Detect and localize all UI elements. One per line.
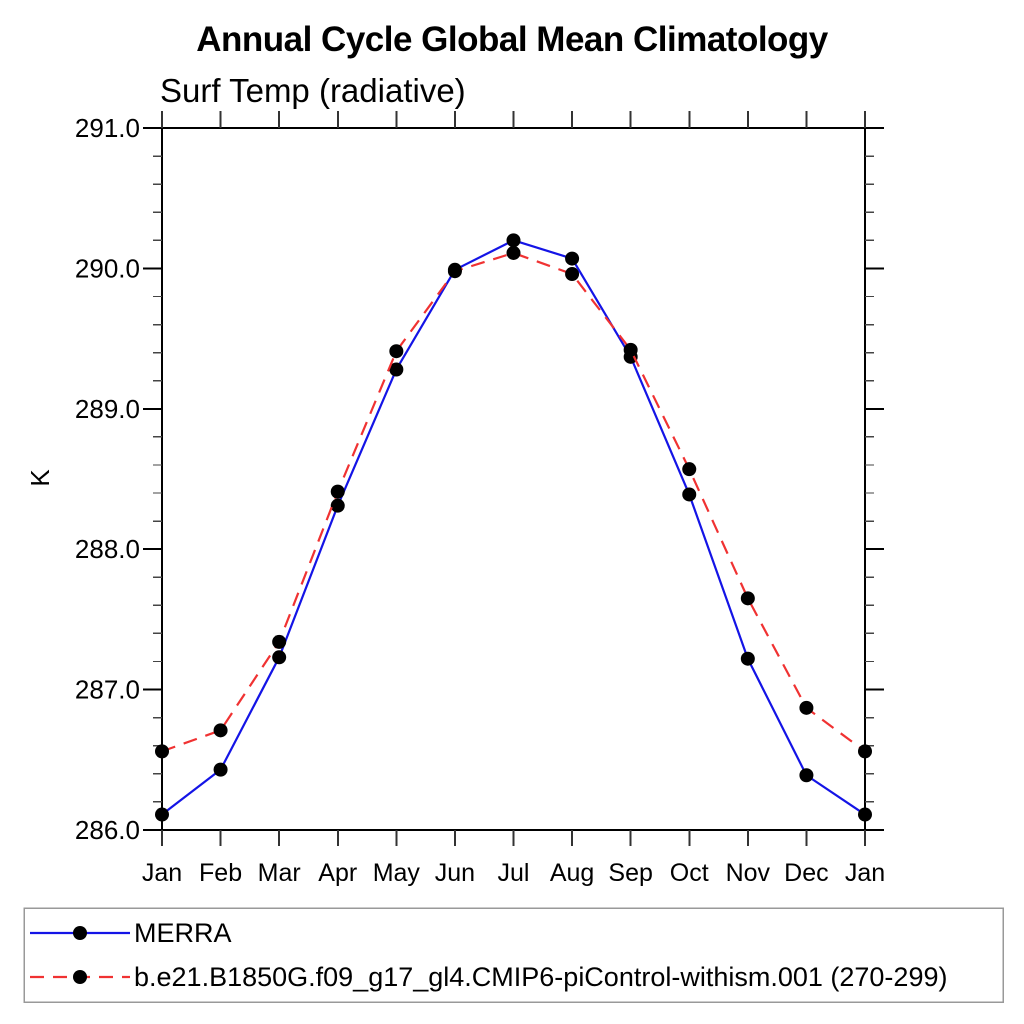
x-tick-label: Feb (199, 859, 242, 887)
y-tick-label: 289.0 (75, 394, 140, 424)
x-tick-label: Jan (142, 859, 182, 887)
data-point (565, 267, 580, 282)
data-point (155, 744, 169, 759)
x-tick-label: Jul (498, 859, 530, 887)
x-tick-label: Nov (726, 859, 771, 887)
data-point (213, 762, 228, 777)
y-tick-label: 288.0 (75, 534, 140, 564)
x-tick-label: May (373, 859, 421, 887)
data-point (447, 264, 462, 279)
data-point (740, 651, 755, 666)
data-point (682, 487, 697, 502)
data-point (272, 634, 287, 649)
data-point (682, 462, 697, 477)
plot-frame (161, 127, 866, 831)
legend-label-1: b.e21.B1850G.f09_g17_gl4.CMIP6-piControl… (134, 962, 947, 992)
x-tick-label: Jun (435, 859, 475, 887)
series-line-1 (161, 251, 866, 753)
y-tick-label: 290.0 (75, 253, 140, 283)
data-point (858, 744, 872, 759)
y-tick-label: 291.0 (75, 113, 140, 143)
data-point (272, 650, 287, 665)
data-point (506, 233, 521, 248)
legend: MERRA b.e21.B1850G.f09_g17_gl4.CMIP6-piCo… (23, 907, 1004, 1003)
data-point (565, 251, 580, 266)
y-tick-label: 287.0 (75, 675, 140, 705)
data-point (330, 498, 345, 513)
data-point (740, 591, 755, 606)
x-tick-label: Aug (550, 859, 594, 887)
series-line-0 (161, 239, 866, 816)
x-tick-label: Apr (318, 859, 357, 887)
legend-box (23, 907, 1004, 1003)
data-point (858, 807, 872, 822)
data-point (389, 344, 404, 359)
data-point (799, 768, 814, 783)
data-point (799, 700, 814, 715)
x-tick-label: Oct (670, 859, 709, 887)
legend-marker (73, 926, 87, 940)
legend-marker (73, 970, 87, 984)
chart-subtitle: Surf Temp (radiative) (160, 72, 466, 109)
y-tick-label: 286.0 (75, 815, 140, 845)
x-tick-label: Dec (784, 859, 828, 887)
data-point (155, 807, 169, 822)
data-point (330, 484, 345, 499)
data-point (389, 362, 404, 377)
legend-label-0: MERRA (134, 918, 232, 948)
data-point (213, 723, 228, 738)
chart-title: Annual Cycle Global Mean Climatology (196, 20, 828, 59)
data-point (506, 245, 521, 260)
x-tick-label: Jan (845, 859, 885, 887)
x-tick-label: Mar (258, 859, 301, 887)
x-tick-label: Sep (608, 859, 652, 887)
data-point (623, 342, 638, 357)
